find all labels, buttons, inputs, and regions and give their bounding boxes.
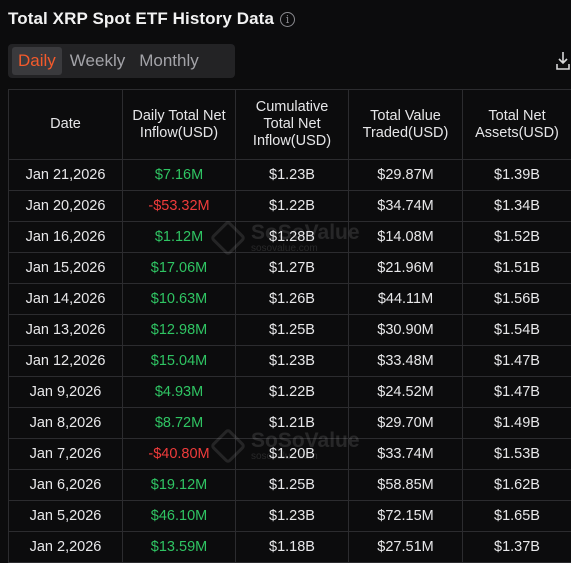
value-traded-cell: $33.48M [349,346,463,377]
cumulative-inflow-cell: $1.23B [236,346,349,377]
table-row: Jan 7,2026-$40.80M$1.20B$33.74M$1.53B [9,439,571,470]
net-assets-cell: $1.65B [463,501,571,532]
date-cell: Jan 14,2026 [9,284,123,315]
net-assets-cell: $1.56B [463,284,571,315]
daily-inflow-cell: $46.10M [123,501,236,532]
value-traded-cell: $27.51M [349,532,463,563]
daily-inflow-cell: $10.63M [123,284,236,315]
table-row: Jan 2,2026$13.59M$1.18B$27.51M$1.37B [9,532,571,563]
value-traded-cell: $44.11M [349,284,463,315]
value-traded-cell: $24.52M [349,377,463,408]
value-traded-cell: $30.90M [349,315,463,346]
daily-inflow-cell: $13.59M [123,532,236,563]
date-cell: Jan 20,2026 [9,191,123,222]
net-assets-cell: $1.51B [463,253,571,284]
cumulative-inflow-cell: $1.22B [236,191,349,222]
download-icon[interactable] [556,50,570,72]
date-cell: Jan 16,2026 [9,222,123,253]
page-header: Total XRP Spot ETF History Data i [8,6,295,32]
value-traded-cell: $34.74M [349,191,463,222]
date-cell: Jan 7,2026 [9,439,123,470]
date-cell: Jan 6,2026 [9,470,123,501]
table-row: Jan 21,2026$7.16M$1.23B$29.87M$1.39B [9,160,571,191]
net-assets-cell: $1.49B [463,408,571,439]
net-assets-cell: $1.37B [463,532,571,563]
cumulative-inflow-cell: $1.18B [236,532,349,563]
net-assets-cell: $1.34B [463,191,571,222]
table-header-row: Date Daily Total Net Inflow(USD) Cumulat… [9,90,571,160]
table-row: Jan 8,2026$8.72M$1.21B$29.70M$1.49B [9,408,571,439]
net-assets-cell: $1.52B [463,222,571,253]
cumulative-inflow-cell: $1.23B [236,160,349,191]
net-assets-cell: $1.47B [463,377,571,408]
daily-inflow-cell: $7.16M [123,160,236,191]
date-cell: Jan 12,2026 [9,346,123,377]
cumulative-inflow-cell: $1.28B [236,222,349,253]
daily-inflow-cell: $15.04M [123,346,236,377]
value-traded-cell: $72.15M [349,501,463,532]
value-traded-cell: $58.85M [349,470,463,501]
date-cell: Jan 8,2026 [9,408,123,439]
cumulative-inflow-cell: $1.25B [236,315,349,346]
value-traded-cell: $14.08M [349,222,463,253]
tab-daily[interactable]: Daily [12,47,62,75]
table-row: Jan 6,2026$19.12M$1.25B$58.85M$1.62B [9,470,571,501]
page-title: Total XRP Spot ETF History Data [8,9,274,29]
table-row: Jan 12,2026$15.04M$1.23B$33.48M$1.47B [9,346,571,377]
net-assets-cell: $1.62B [463,470,571,501]
net-assets-cell: $1.39B [463,160,571,191]
period-tabs: Daily Weekly Monthly [8,44,235,78]
daily-inflow-cell: $19.12M [123,470,236,501]
date-cell: Jan 2,2026 [9,532,123,563]
column-header-date[interactable]: Date [9,90,123,160]
table-row: Jan 20,2026-$53.32M$1.22B$34.74M$1.34B [9,191,571,222]
daily-inflow-cell: -$53.32M [123,191,236,222]
table-row: Jan 13,2026$12.98M$1.25B$30.90M$1.54B [9,315,571,346]
daily-inflow-cell: -$40.80M [123,439,236,470]
table-row: Jan 14,2026$10.63M$1.26B$44.11M$1.56B [9,284,571,315]
cumulative-inflow-cell: $1.23B [236,501,349,532]
table-row: Jan 5,2026$46.10M$1.23B$72.15M$1.65B [9,501,571,532]
info-icon[interactable]: i [280,12,295,27]
net-assets-cell: $1.54B [463,315,571,346]
daily-inflow-cell: $4.93M [123,377,236,408]
tab-monthly[interactable]: Monthly [133,47,205,75]
table-row: Jan 9,2026$4.93M$1.22B$24.52M$1.47B [9,377,571,408]
value-traded-cell: $33.74M [349,439,463,470]
date-cell: Jan 21,2026 [9,160,123,191]
date-cell: Jan 13,2026 [9,315,123,346]
column-header-net-assets[interactable]: Total Net Assets(USD) [463,90,571,160]
daily-inflow-cell: $17.06M [123,253,236,284]
history-table: Date Daily Total Net Inflow(USD) Cumulat… [8,89,571,563]
table-row: Jan 15,2026$17.06M$1.27B$21.96M$1.51B [9,253,571,284]
cumulative-inflow-cell: $1.26B [236,284,349,315]
daily-inflow-cell: $12.98M [123,315,236,346]
history-table-container: Date Daily Total Net Inflow(USD) Cumulat… [8,89,571,563]
cumulative-inflow-cell: $1.22B [236,377,349,408]
date-cell: Jan 9,2026 [9,377,123,408]
column-header-cumulative-inflow[interactable]: Cumulative Total Net Inflow(USD) [236,90,349,160]
net-assets-cell: $1.53B [463,439,571,470]
column-header-daily-inflow[interactable]: Daily Total Net Inflow(USD) [123,90,236,160]
cumulative-inflow-cell: $1.20B [236,439,349,470]
value-traded-cell: $29.70M [349,408,463,439]
date-cell: Jan 5,2026 [9,501,123,532]
daily-inflow-cell: $1.12M [123,222,236,253]
date-cell: Jan 15,2026 [9,253,123,284]
cumulative-inflow-cell: $1.25B [236,470,349,501]
column-header-value-traded[interactable]: Total Value Traded(USD) [349,90,463,160]
table-row: Jan 16,2026$1.12M$1.28B$14.08M$1.52B [9,222,571,253]
cumulative-inflow-cell: $1.27B [236,253,349,284]
tab-weekly[interactable]: Weekly [64,47,131,75]
daily-inflow-cell: $8.72M [123,408,236,439]
cumulative-inflow-cell: $1.21B [236,408,349,439]
value-traded-cell: $29.87M [349,160,463,191]
net-assets-cell: $1.47B [463,346,571,377]
value-traded-cell: $21.96M [349,253,463,284]
